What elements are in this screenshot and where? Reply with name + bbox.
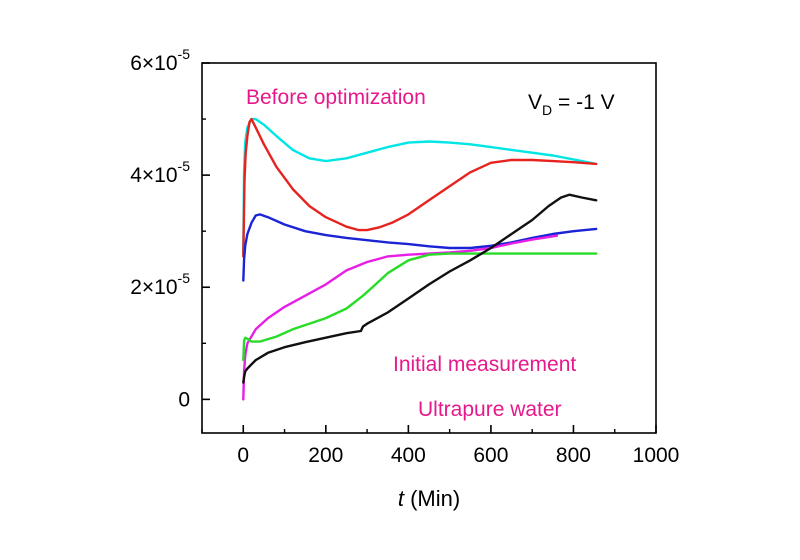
- annotation-vd-rest: = -1 V: [552, 91, 614, 114]
- x-axis-title-rest: (Min): [404, 486, 460, 511]
- series-line-1: [242, 117, 598, 255]
- y-tick-label-base: 0: [178, 388, 190, 411]
- y-tick-label-base: 6×10: [130, 52, 177, 75]
- annotation-vd-main: V: [528, 91, 542, 114]
- x-tick-label-400: 400: [391, 444, 426, 467]
- x-axis-title-italic: t: [398, 486, 405, 511]
- x-axis-title: t (Min): [398, 486, 460, 511]
- x-tick-label-200: 200: [308, 444, 343, 467]
- x-tick-label-1000: 1000: [633, 444, 680, 467]
- y-tick-label-base: 2×10: [130, 276, 177, 299]
- annotation-initial-measurement: Initial measurement: [393, 353, 576, 376]
- y-tick-label-exponent: -5: [178, 46, 191, 62]
- series-line-2: [242, 117, 598, 258]
- annotation-drain-voltage: VD = -1 V: [528, 91, 615, 118]
- y-tick-label-exponent: -5: [178, 158, 191, 174]
- x-tick-label-600: 600: [473, 444, 508, 467]
- x-tick-label-0: 0: [237, 444, 249, 467]
- series-line-3: [242, 213, 598, 282]
- annotation-ultrapure-water: Ultrapure water: [418, 398, 562, 421]
- y-tick-label-0.00004: 4×10-5: [130, 158, 190, 187]
- y-tick-label-exponent: -5: [178, 270, 191, 286]
- y-tick-label-0.00002: 2×10-5: [130, 270, 190, 299]
- y-tick-label-base: 4×10: [130, 164, 177, 187]
- plot-frame: [201, 62, 657, 434]
- annotation-vd-sub: D: [542, 102, 552, 118]
- y-tick-label-0: 0: [178, 388, 190, 411]
- y-tick-label-0.00006: 6×10-5: [130, 46, 190, 75]
- ticks-layer: [201, 62, 657, 433]
- series-layer: [242, 117, 598, 401]
- annotation-before-optimization: Before optimization: [246, 86, 426, 109]
- series-line-6: [242, 193, 598, 384]
- x-tick-label-800: 800: [556, 444, 591, 467]
